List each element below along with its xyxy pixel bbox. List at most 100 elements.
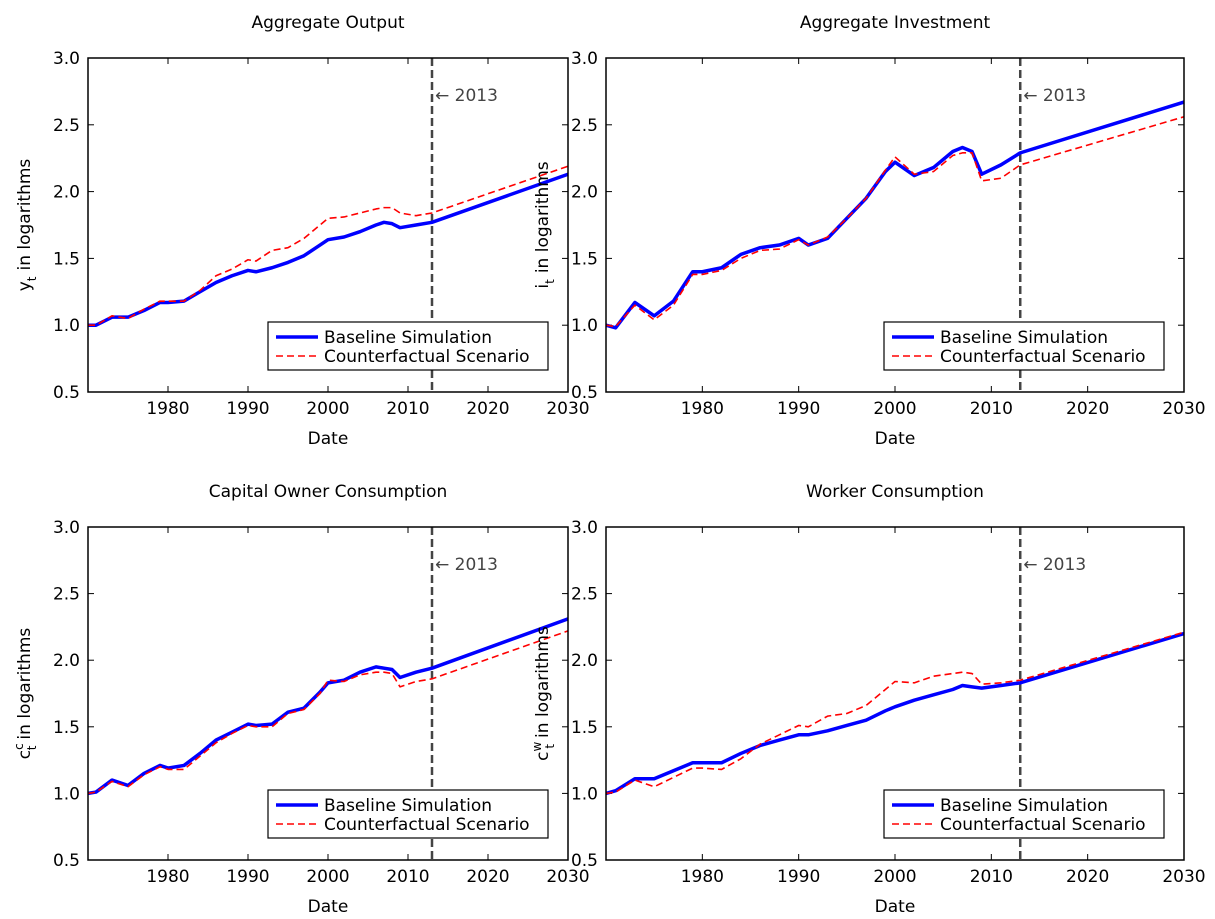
y-tick-label: 1.5	[571, 718, 598, 738]
x-tick-label: 2020	[466, 867, 509, 887]
legend-box	[883, 321, 1165, 371]
x-tick-label: 2000	[306, 867, 349, 887]
y-axis-label: it in logarithms	[533, 161, 557, 288]
x-tick-label: 2000	[873, 867, 916, 887]
y-label-sub: t	[25, 745, 39, 750]
series-line	[88, 172, 569, 327]
x-axis-label: Date	[875, 429, 916, 449]
chart-title: Worker Consumption	[806, 482, 984, 502]
x-tick-label: 1980	[681, 867, 724, 887]
y-tick-label: 1.5	[53, 718, 80, 738]
x-axis-label: Date	[308, 429, 349, 449]
plot-frame	[605, 57, 1185, 393]
y-tick-label: 2.0	[53, 651, 80, 671]
y-label-text: in logarithms	[15, 159, 35, 271]
y-label-text: in logarithms	[533, 626, 553, 738]
series-line	[605, 100, 1185, 330]
legend-box	[267, 789, 549, 839]
y-tick-label: 2.5	[571, 116, 598, 136]
plot-frame	[87, 57, 569, 393]
x-tick-label: 1980	[146, 867, 189, 887]
x-tick-label: 2000	[873, 399, 916, 419]
y-label-symbol: c	[15, 750, 35, 759]
y-tick-label: 2.5	[571, 585, 598, 605]
x-tick-label: 2030	[546, 399, 589, 419]
y-tick-label: 1.5	[571, 249, 598, 269]
y-label-sub: t	[543, 744, 557, 749]
annotation-label: ← 2013	[435, 86, 498, 106]
x-tick-label: 1980	[146, 399, 189, 419]
y-axis-label: cct in logarithms	[12, 628, 39, 760]
y-tick-label: 3.0	[53, 49, 80, 69]
y-tick-label: 3.0	[53, 518, 80, 538]
series-line	[87, 617, 569, 796]
annotation-label: ← 2013	[1023, 555, 1086, 575]
chart-title: Aggregate Output	[251, 13, 404, 33]
series-line	[605, 631, 1185, 795]
x-tick-label: 2030	[546, 867, 589, 887]
y-label-symbol: y	[15, 281, 35, 291]
x-tick-label: 1990	[777, 867, 820, 887]
y-tick-label: 1.5	[53, 249, 80, 269]
y-tick-label: 0.5	[53, 851, 80, 871]
y-tick-label: 1.0	[53, 316, 80, 336]
x-tick-label: 2030	[1162, 399, 1205, 419]
y-label-sup: w	[530, 742, 544, 752]
legend-box	[267, 321, 549, 371]
y-label-sub: t	[543, 279, 557, 284]
x-tick-label: 2020	[1066, 867, 1109, 887]
x-axis-label: Date	[875, 897, 916, 917]
x-tick-label: 2010	[970, 867, 1013, 887]
y-tick-label: 2.0	[571, 651, 598, 671]
series-line	[88, 165, 569, 326]
x-tick-label: 2010	[386, 399, 429, 419]
plot-frame	[605, 526, 1185, 861]
chart-title: Aggregate Investment	[800, 13, 991, 33]
series-line	[605, 631, 1185, 796]
annotation-label: ← 2013	[435, 555, 498, 575]
series-line	[87, 630, 569, 795]
series-line	[605, 116, 1185, 328]
y-axis-label: yt in logarithms	[15, 159, 39, 292]
y-tick-label: 2.0	[53, 183, 80, 203]
legend-label: Counterfactual Scenario	[324, 347, 530, 367]
y-label-symbol: c	[533, 752, 553, 761]
y-label-sub: t	[25, 276, 39, 281]
legend-label: Counterfactual Scenario	[940, 815, 1146, 835]
x-tick-label: 1990	[777, 399, 820, 419]
x-tick-label: 1980	[681, 399, 724, 419]
y-label-text: in logarithms	[15, 628, 35, 740]
plot-frame	[87, 526, 569, 861]
chart-title: Capital Owner Consumption	[209, 482, 448, 502]
legend-box	[883, 789, 1165, 839]
x-axis-label: Date	[308, 897, 349, 917]
y-tick-label: 1.0	[571, 316, 598, 336]
y-tick-label: 1.0	[571, 784, 598, 804]
annotation-label: ← 2013	[1023, 86, 1086, 106]
y-axis-label: cwt in logarithms	[530, 626, 557, 761]
y-tick-label: 0.5	[53, 383, 80, 403]
legend-label: Counterfactual Scenario	[324, 815, 530, 835]
x-tick-label: 2020	[466, 399, 509, 419]
y-label-symbol: i	[533, 284, 553, 289]
y-tick-label: 1.0	[53, 784, 80, 804]
x-tick-label: 2000	[306, 399, 349, 419]
x-tick-label: 2010	[970, 399, 1013, 419]
y-tick-label: 0.5	[571, 851, 598, 871]
x-tick-label: 2030	[1162, 867, 1205, 887]
y-label-text: in logarithms	[533, 161, 553, 273]
y-tick-label: 3.0	[571, 518, 598, 538]
y-tick-label: 2.0	[571, 183, 598, 203]
y-tick-label: 2.5	[53, 116, 80, 136]
x-tick-label: 1990	[226, 399, 269, 419]
x-tick-label: 2020	[1066, 399, 1109, 419]
legend-label: Counterfactual Scenario	[940, 347, 1146, 367]
legend-label: Baseline Simulation	[940, 796, 1108, 816]
legend-label: Baseline Simulation	[324, 328, 492, 348]
legend-label: Baseline Simulation	[324, 796, 492, 816]
x-tick-label: 1990	[226, 867, 269, 887]
y-tick-label: 0.5	[571, 383, 598, 403]
legend-label: Baseline Simulation	[940, 328, 1108, 348]
y-tick-label: 2.5	[53, 585, 80, 605]
